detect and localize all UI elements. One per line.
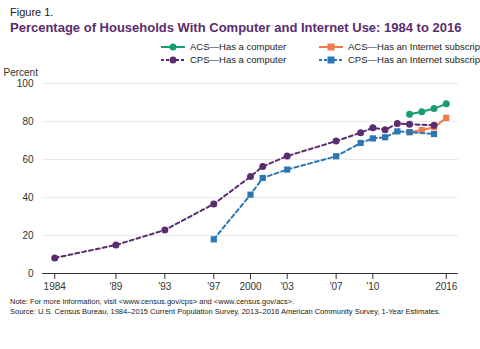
svg-text:1984: 1984 <box>44 281 67 292</box>
html-text:Note: For more information, vi: Note: For more information, visit <www.c… <box>10 297 295 306</box>
svg-text:2000: 2000 <box>239 281 262 292</box>
html-text:Figure 1.: Figure 1. <box>10 6 54 18</box>
html-text:ACS—Has a computer: ACS—Has a computer <box>190 41 287 52</box>
html-text:Percentage of Households With: Percentage of Households With Computer a… <box>10 20 462 35</box>
svg-text:2016: 2016 <box>435 281 458 292</box>
svg-text:80: 80 <box>22 116 34 127</box>
svg-text:'10: '10 <box>366 281 379 292</box>
html-text:CPS—Has a computer: CPS—Has a computer <box>190 54 287 65</box>
svg-text:40: 40 <box>22 192 34 203</box>
svg-text:'97: '97 <box>207 281 220 292</box>
html-text:Source: U.S. Census Bureau, 19: Source: U.S. Census Bureau, 1984–2015 Cu… <box>10 307 441 316</box>
svg-text:'07: '07 <box>330 281 343 292</box>
svg-text:'93: '93 <box>158 281 171 292</box>
svg-text:60: 60 <box>22 154 34 165</box>
svg-text:Percent: Percent <box>4 67 39 78</box>
svg-text:20: 20 <box>22 230 34 241</box>
svg-text:'89: '89 <box>109 281 122 292</box>
svg-text:0: 0 <box>28 268 34 279</box>
svg-text:100: 100 <box>17 78 34 89</box>
svg-text:'03: '03 <box>281 281 294 292</box>
